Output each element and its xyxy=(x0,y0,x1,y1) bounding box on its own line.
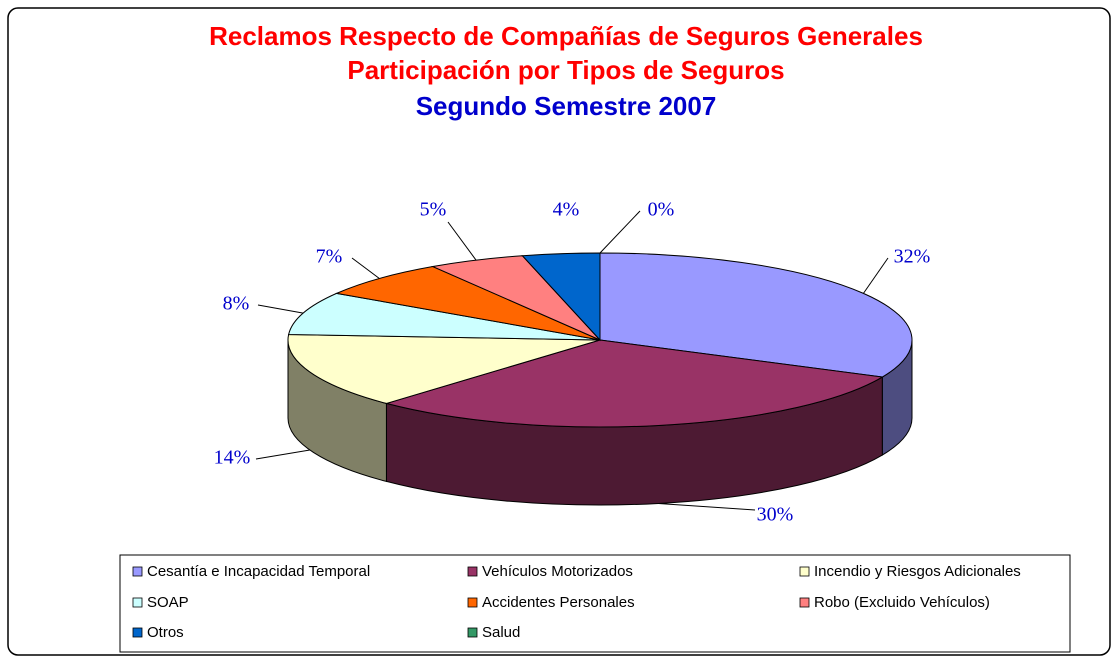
legend-label: SOAP xyxy=(147,594,189,611)
legend-swatch xyxy=(132,627,143,638)
legend-label: Vehículos Motorizados xyxy=(482,563,633,580)
leader-line xyxy=(658,502,756,511)
legend-swatch xyxy=(467,627,478,638)
data-label: 14% xyxy=(214,447,251,469)
legend-label: Incendio y Riesgos Adicionales xyxy=(814,563,1021,580)
legend-swatch xyxy=(799,566,810,577)
leader-line xyxy=(351,257,380,279)
leader-line xyxy=(863,257,889,294)
data-label: 0% xyxy=(648,199,675,221)
pie-slice xyxy=(384,339,884,428)
data-label: 7% xyxy=(316,246,343,268)
data-label: 5% xyxy=(420,199,447,221)
data-label: 8% xyxy=(223,293,250,315)
data-label: 4% xyxy=(553,199,580,221)
legend-label: Robo (Excluido Vehículos) xyxy=(814,594,990,611)
pie-slice xyxy=(599,252,913,378)
pie-slice xyxy=(287,334,601,404)
legend-swatch xyxy=(467,566,478,577)
legend-swatch xyxy=(132,566,143,577)
legend-box xyxy=(119,554,1071,653)
legend-label: Accidentes Personales xyxy=(482,594,635,611)
legend-swatch xyxy=(132,597,143,608)
leader-line xyxy=(599,210,641,254)
legend-label: Otros xyxy=(147,624,184,641)
data-label: 32% xyxy=(894,246,931,268)
leader-line xyxy=(257,304,304,314)
legend-label: Salud xyxy=(482,624,520,641)
pie-slice xyxy=(287,292,601,341)
chart-title: Participación por Tipos de Seguros xyxy=(347,55,784,85)
legend-swatch xyxy=(467,597,478,608)
data-label: 30% xyxy=(757,504,794,526)
leader-line xyxy=(447,221,477,261)
chart-title: Reclamos Respecto de Compañías de Seguro… xyxy=(209,21,923,51)
legend-swatch xyxy=(799,597,810,608)
chart-subtitle: Segundo Semestre 2007 xyxy=(416,91,717,121)
leader-line xyxy=(255,449,310,460)
legend-label: Cesantía e Incapacidad Temporal xyxy=(147,563,370,580)
